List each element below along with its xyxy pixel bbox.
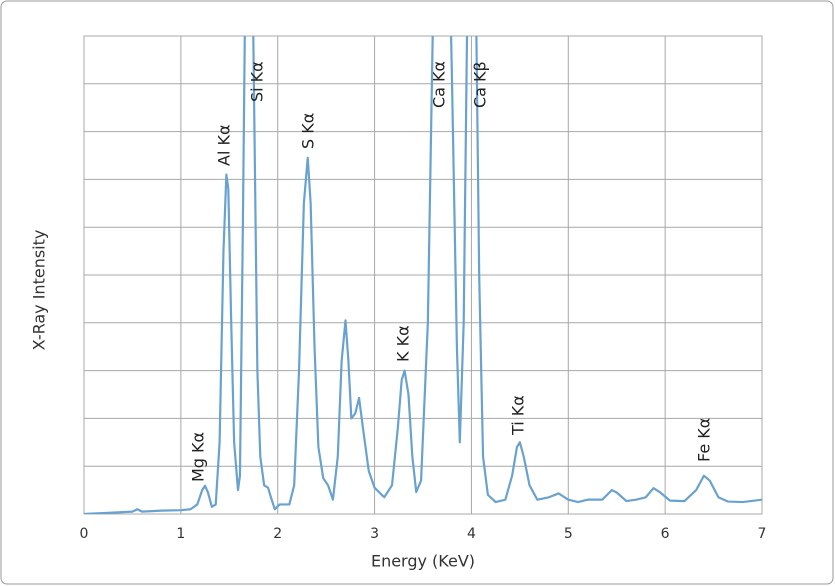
peak-label: Ca Kα [430,61,449,108]
y-axis-label: X-Ray Intensity [30,230,49,351]
x-tick-label: 6 [661,526,670,542]
plot-border [83,35,763,515]
peak-label: Ti Kα [509,395,528,436]
x-tick-label: 2 [273,526,282,542]
peak-label: Fe Kα [695,418,714,462]
peak-label: Al Kα [215,124,234,166]
peak-label: S Kα [299,113,318,149]
peak-label: K Kα [394,325,413,362]
peak-label: Si Kα [248,61,267,102]
spectrum-line [84,36,762,514]
peak-label: Ca Kβ [471,61,490,108]
x-axis-label: Energy (KeV) [371,552,475,571]
x-tick-label: 1 [176,526,185,542]
x-tick-label: 0 [80,526,89,542]
x-tick-label: 7 [758,526,767,542]
x-tick-label: 5 [564,526,573,542]
x-tick-label: 3 [370,526,379,542]
x-tick-label: 4 [467,526,476,542]
peak-label: Mg Kα [189,432,208,482]
